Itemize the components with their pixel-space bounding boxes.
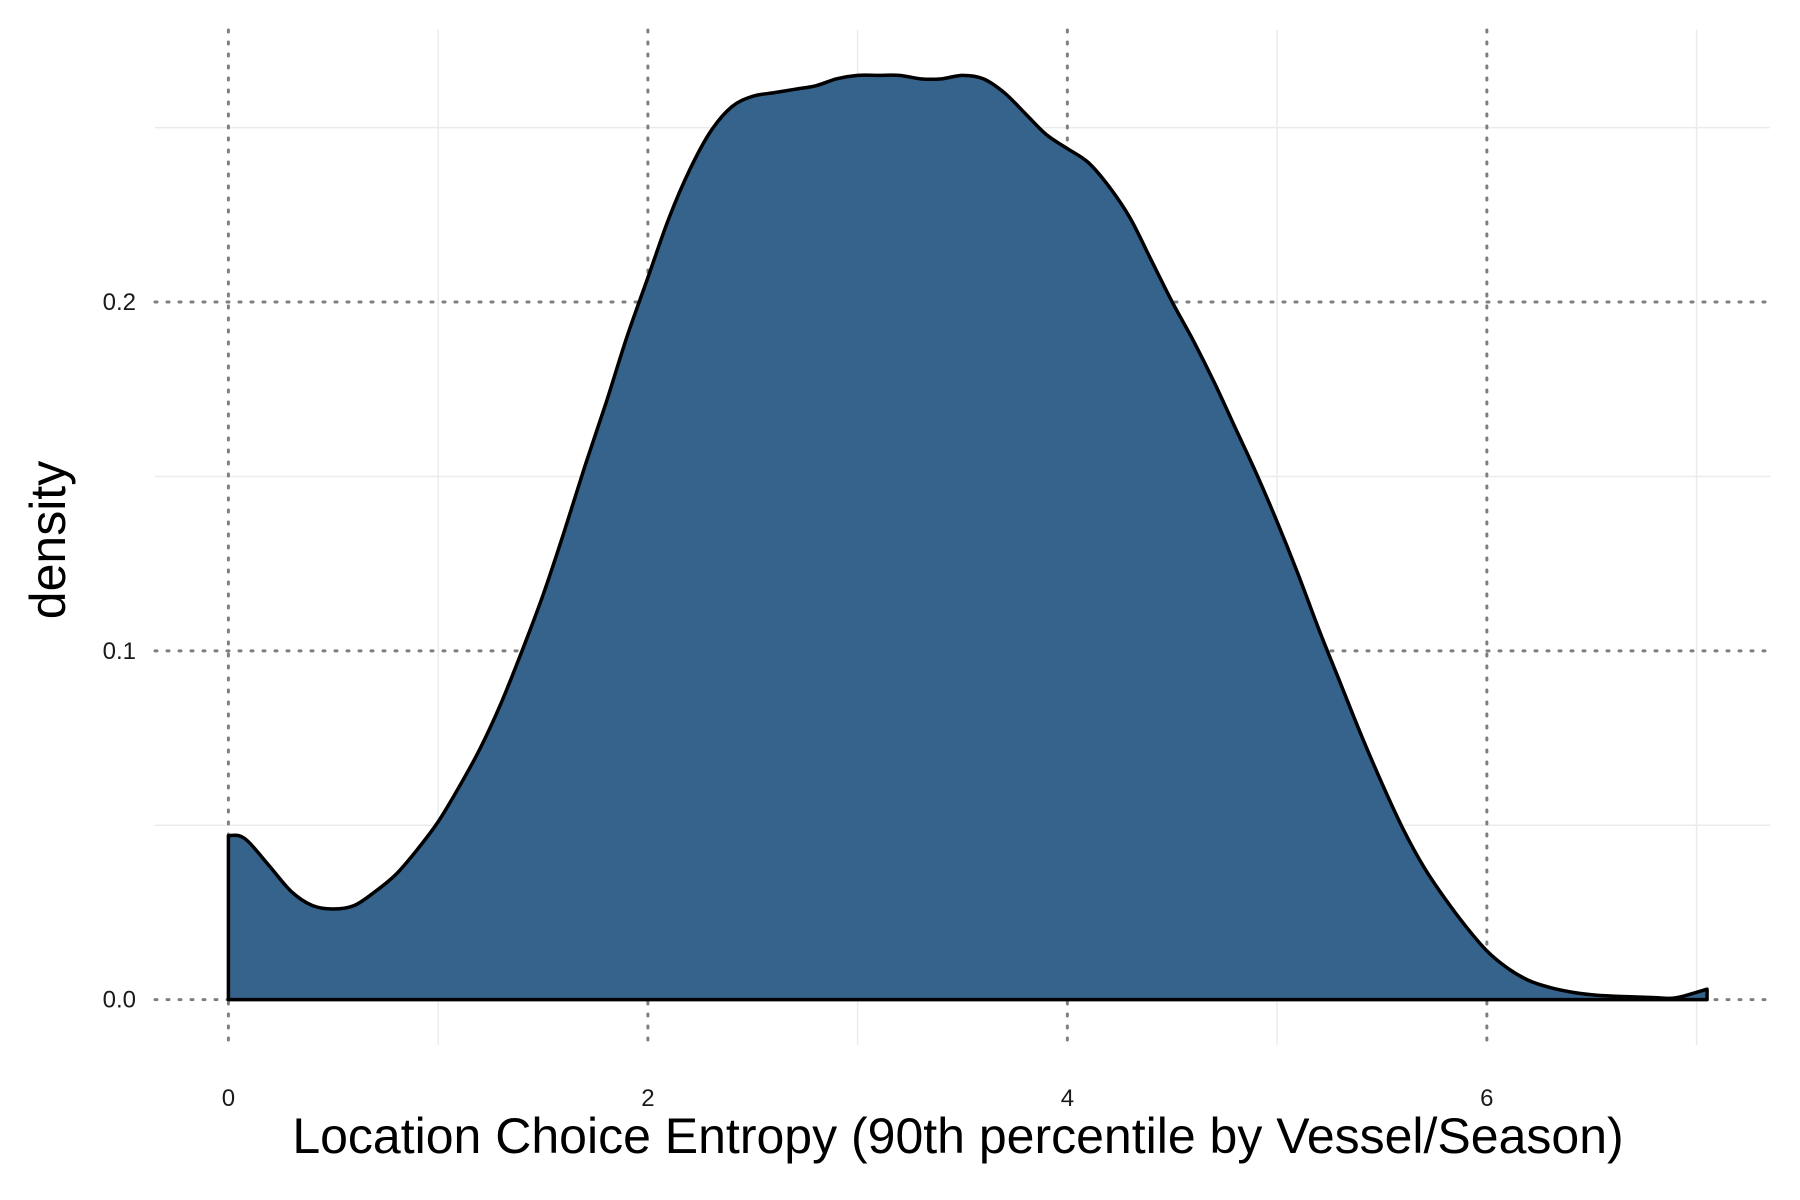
y-tick-label: 0.1 — [103, 638, 136, 665]
x-tick-label: 4 — [1061, 1085, 1074, 1112]
x-tick-label: 0 — [222, 1085, 235, 1112]
y-axis-tick-labels: 0.0 0.1 0.2 — [103, 289, 136, 1014]
y-tick-label: 0.2 — [103, 289, 136, 316]
x-tick-label: 6 — [1480, 1085, 1493, 1112]
x-axis-tick-labels: 0 2 4 6 — [222, 1085, 1494, 1112]
x-axis-title: Location Choice Entropy (90th percentile… — [292, 1108, 1623, 1164]
density-area — [226, 73, 1709, 1002]
density-area-layer — [226, 73, 1709, 1002]
x-tick-label: 2 — [641, 1085, 654, 1112]
y-axis-title: density — [20, 461, 76, 619]
y-tick-label: 0.0 — [103, 987, 136, 1014]
